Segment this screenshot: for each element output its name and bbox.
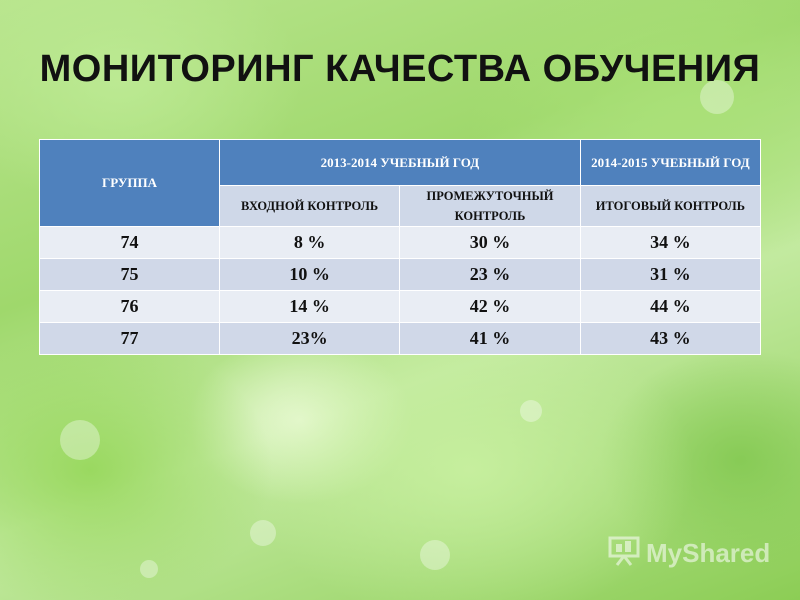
cell-group: 77 xyxy=(38,322,221,355)
cell-intermediate: 23 % xyxy=(399,258,581,291)
cell-intermediate: 41 % xyxy=(399,322,581,355)
header-year-2013-2014: 2013-2014 УЧЕБНЫЙ ГОД xyxy=(219,139,581,186)
presentation-board-icon xyxy=(608,536,640,571)
table-row: 77 23% 41 % 43 % xyxy=(38,322,762,355)
cell-input: 23% xyxy=(219,322,401,355)
cell-group: 75 xyxy=(38,258,221,291)
cell-final: 43 % xyxy=(579,322,762,355)
cell-final: 31 % xyxy=(579,258,762,291)
cell-input: 14 % xyxy=(219,290,401,323)
cell-intermediate: 30 % xyxy=(399,226,581,259)
table-row: 75 10 % 23 % 31 % xyxy=(38,258,762,291)
cell-group: 76 xyxy=(38,290,221,323)
cell-input: 10 % xyxy=(219,258,401,291)
subheader-input-control: ВХОДНОЙ КОНТРОЛЬ xyxy=(219,185,401,227)
cell-final: 44 % xyxy=(579,290,762,323)
cell-input: 8 % xyxy=(219,226,401,259)
cell-intermediate: 42 % xyxy=(399,290,581,323)
slide-title: МОНИТОРИНГ КАЧЕСТВА ОБУЧЕНИЯ xyxy=(39,48,761,90)
cell-final: 34 % xyxy=(579,226,762,259)
subheader-intermediate-control: ПРОМЕЖУТОЧНЫЙ КОНТРОЛЬ xyxy=(399,185,581,227)
header-year-2014-2015: 2014-2015 УЧЕБНЫЙ ГОД xyxy=(579,139,762,186)
watermark-logo: MyShared xyxy=(608,536,770,571)
cell-group: 74 xyxy=(38,226,221,259)
subheader-final-control: ИТОГОВЫЙ КОНТРОЛЬ xyxy=(579,185,762,227)
header-group: ГРУППА xyxy=(38,139,221,227)
table-row: 76 14 % 42 % 44 % xyxy=(38,290,762,323)
watermark-text: MyShared xyxy=(646,538,771,568)
monitoring-table: ГРУППА 2013-2014 УЧЕБНЫЙ ГОД 2014-2015 У… xyxy=(38,139,762,355)
table-row: 74 8 % 30 % 34 % xyxy=(38,226,762,259)
